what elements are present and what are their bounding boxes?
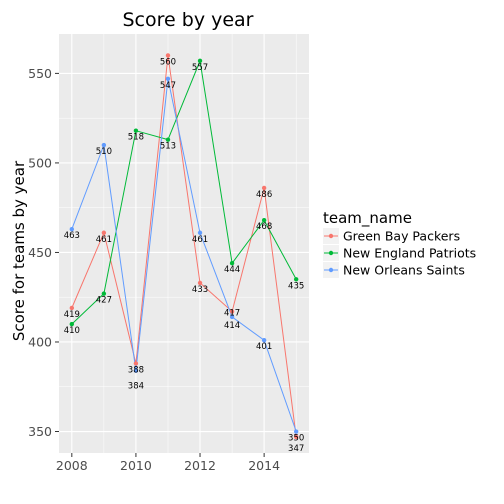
- legend-key-point: [328, 267, 334, 273]
- data-label: 417: [224, 309, 240, 319]
- data-point: [133, 361, 139, 366]
- x-tick-label: 2008: [56, 458, 88, 473]
- series-line-2: [71, 78, 297, 432]
- x-tick-label: 2010: [120, 458, 152, 473]
- data-labels: 463 419 410 510 461 427 518 388 384 560 547 513 557 4…: [64, 57, 305, 453]
- data-point: [69, 321, 75, 327]
- data-point: [197, 230, 203, 235]
- data-point: [133, 128, 139, 133]
- series-line-1: [71, 59, 297, 325]
- data-point: [165, 137, 171, 142]
- data-point: [197, 280, 203, 286]
- data-point: [293, 429, 299, 434]
- data-point: [229, 260, 235, 266]
- data-label: 518: [128, 133, 144, 143]
- data-label: 444: [224, 265, 240, 275]
- legend-label: New Orleans Saints: [343, 263, 465, 278]
- data-label: 560: [160, 57, 176, 67]
- data-point: [101, 230, 107, 235]
- chart-title: Score by year: [123, 9, 254, 31]
- data-label: 401: [256, 342, 272, 352]
- plot-panel: [59, 34, 309, 453]
- grid-lines: [59, 34, 309, 453]
- data-label: 414: [224, 321, 240, 331]
- legend-label: Green Bay Packers: [343, 229, 460, 244]
- data-point: [261, 185, 267, 191]
- data-point: [165, 53, 171, 58]
- data-point: [165, 76, 171, 81]
- data-label: 461: [96, 235, 112, 245]
- data-label: 388: [128, 365, 144, 375]
- y-tick-label: 350: [28, 424, 52, 439]
- data-point: [69, 226, 75, 232]
- data-label: 463: [64, 231, 80, 241]
- y-tick-label: 400: [28, 334, 52, 349]
- y-tick-label: 450: [28, 245, 52, 260]
- legend: team_name Green Bay Packers New England P…: [323, 209, 476, 278]
- data-point: [101, 142, 107, 148]
- series-line-0: [71, 55, 297, 437]
- data-label: 435: [288, 281, 304, 291]
- data-point: [101, 291, 107, 296]
- y-axis-title: Score for teams by year: [10, 160, 28, 341]
- y-tick-label: 500: [28, 155, 52, 170]
- data-label: 461: [192, 235, 208, 245]
- series-points: [69, 53, 299, 440]
- legend-key-point: [328, 250, 334, 256]
- data-point: [261, 218, 267, 223]
- data-label: 468: [256, 222, 272, 232]
- data-label: 384: [128, 382, 144, 392]
- data-label: 557: [192, 63, 208, 73]
- data-label: 350: [288, 434, 304, 444]
- data-label: 486: [256, 190, 272, 200]
- data-point: [229, 314, 235, 320]
- data-label: 419: [64, 310, 80, 320]
- axes: 350 400 450 500 550 2008 2010 2012 2014: [28, 66, 280, 473]
- data-point: [197, 58, 203, 64]
- data-label: 510: [96, 147, 112, 157]
- y-tick-label: 550: [28, 66, 52, 81]
- legend-title: team_name: [323, 209, 412, 228]
- data-label: 347: [288, 444, 304, 454]
- data-point: [293, 434, 299, 440]
- data-label: 410: [64, 326, 80, 336]
- data-label: 427: [96, 296, 112, 306]
- data-label: 433: [192, 285, 208, 295]
- legend-label: New England Patriots: [343, 246, 476, 261]
- data-point: [293, 277, 299, 282]
- data-label: 513: [160, 142, 176, 152]
- x-tick-label: 2012: [184, 458, 216, 473]
- legend-key-point: [328, 233, 334, 239]
- data-point: [69, 305, 75, 311]
- data-point: [229, 309, 235, 314]
- data-point: [133, 368, 139, 373]
- data-point: [261, 337, 267, 343]
- x-tick-label: 2014: [248, 458, 280, 473]
- series-lines: [71, 55, 297, 437]
- data-label: 547: [160, 81, 176, 91]
